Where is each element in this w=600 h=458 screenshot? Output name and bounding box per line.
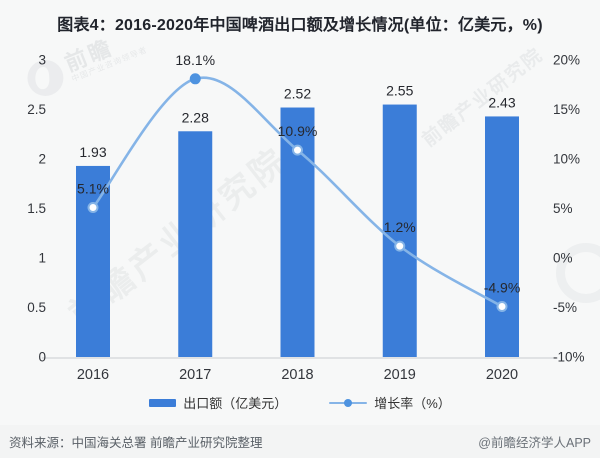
bar-value-label: 2.52 [284, 86, 311, 102]
bar-value-label: 2.43 [488, 94, 515, 110]
right-axis-tick: 20% [553, 53, 580, 68]
right-axis-tick: 5% [553, 201, 573, 216]
source-note: 资料来源：中国海关总署 前瞻产业研究院整理 [9, 436, 263, 450]
category-label-2020: 2020 [486, 367, 518, 383]
line-series-swatch-icon [329, 398, 368, 408]
legend-label-growth: 增长率（%） [374, 396, 451, 411]
brand-note: @前瞻经济学人APP [478, 436, 591, 450]
bar-2016 [76, 165, 110, 357]
bar-value-label: 1.93 [79, 144, 106, 160]
line-value-label: 1.2% [384, 219, 416, 235]
line-point-2019 [394, 240, 406, 252]
bar-value-label: 2.55 [386, 83, 413, 99]
legend-label-export: 出口额（亿美元） [183, 396, 288, 411]
category-label-2019: 2019 [384, 367, 416, 383]
line-value-label: 5.1% [77, 181, 109, 197]
line-value-label: 10.9% [278, 123, 318, 139]
left-axis-tick: 2.5 [27, 102, 46, 117]
legend: 出口额（亿美元） 增长率（%） [0, 393, 600, 412]
bar-value-label: 2.28 [182, 109, 209, 125]
line-point-2018 [292, 144, 303, 156]
legend-item-growth: 增长率（%） [329, 393, 451, 412]
line-point-2016 [87, 202, 99, 214]
left-axis-tick: 1.5 [27, 201, 46, 216]
bar-2019 [382, 104, 417, 357]
right-axis-tick: 0% [553, 251, 573, 266]
bar-series-swatch-icon [149, 398, 177, 407]
bar-2020 [485, 116, 519, 358]
left-axis-tick: 0 [38, 350, 46, 365]
line-point-2017 [189, 73, 201, 85]
right-axis-tick: -5% [553, 300, 577, 315]
line-point-2020 [496, 301, 508, 313]
growth-line [91, 76, 503, 308]
left-axis-tick: 1 [38, 251, 46, 266]
right-axis-tick: -10% [553, 350, 585, 365]
left-axis-tick: 3 [38, 53, 46, 68]
legend-item-export: 出口额（亿美元） [149, 393, 287, 412]
category-label-2018: 2018 [281, 367, 313, 383]
left-axis-tick: 0.5 [27, 300, 46, 315]
footer-bar: 资料来源：中国海关总署 前瞻产业研究院整理 @前瞻经济学人APP [0, 425, 600, 458]
left-axis-tick: 2 [38, 152, 46, 167]
category-label-2016: 2016 [77, 367, 109, 383]
category-label-2017: 2017 [179, 367, 211, 383]
line-value-label: -4.9% [484, 280, 521, 296]
line-value-label: 18.1% [175, 52, 215, 68]
right-axis-tick: 15% [553, 102, 580, 117]
chart-title: 图表4：2016-2020年中国啤酒出口额及增长情况(单位：亿美元，%) [57, 17, 543, 34]
bar-2017 [178, 131, 213, 357]
right-axis-tick: 10% [553, 152, 580, 167]
